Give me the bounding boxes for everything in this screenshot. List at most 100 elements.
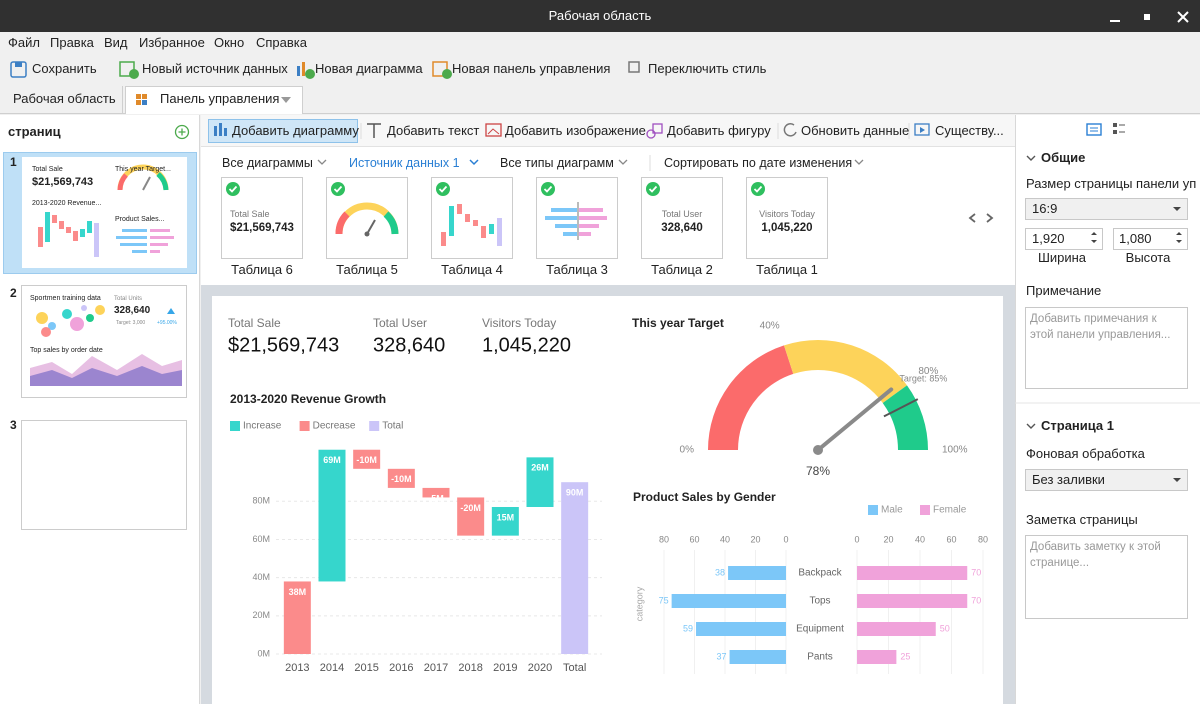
caret[interactable] xyxy=(854,159,864,165)
thumb-text: Target: 3,000 xyxy=(116,320,146,326)
property-text: Страница 1 xyxy=(1041,418,1114,433)
size-select[interactable] xyxy=(1025,198,1188,220)
x-tick-label: 2020 xyxy=(528,662,552,674)
y-tick-label: 60M xyxy=(252,534,270,544)
kpi-value: 1,045,220 xyxy=(482,334,571,356)
bar xyxy=(728,566,786,580)
close[interactable] xyxy=(1177,11,1189,23)
tool-button[interactable]: Добавить фигуру xyxy=(667,123,771,138)
tab-active[interactable] xyxy=(125,86,303,114)
card-label: Таблица 2 xyxy=(651,262,713,277)
category-label: Tops xyxy=(809,596,830,607)
add-chart-button[interactable] xyxy=(208,119,358,143)
style-icon[interactable] xyxy=(628,61,640,73)
y-tick-label: 20M xyxy=(252,610,270,620)
category-label: Equipment xyxy=(796,624,844,635)
menu-item[interactable]: Вид xyxy=(104,35,128,50)
x-tick-label: 80 xyxy=(659,534,669,544)
kpi-title: Total Sale xyxy=(228,316,281,330)
bar xyxy=(729,650,786,664)
card-kpi-value: 1,045,220 xyxy=(761,222,813,234)
x-tick-label: 20 xyxy=(750,534,760,544)
collapse[interactable] xyxy=(1026,423,1036,429)
page-thumb[interactable] xyxy=(21,420,187,530)
y-tick-label: 0M xyxy=(257,648,270,658)
bar xyxy=(857,566,968,580)
x-tick-label: 2015 xyxy=(354,662,378,674)
bar xyxy=(422,487,450,498)
page-note-input[interactable] xyxy=(1025,535,1188,619)
property-text: Ширина xyxy=(1037,250,1087,265)
data-label: 25 xyxy=(900,651,910,661)
check-badges xyxy=(226,182,765,196)
toolbar-button[interactable]: Сохранить xyxy=(32,61,97,76)
window-title: Рабочая область xyxy=(548,8,652,23)
tool-button[interactable]: Добавить текст xyxy=(387,123,480,138)
x-tick-label: 2018 xyxy=(458,662,482,674)
input-arrows xyxy=(1091,207,1182,482)
filter[interactable]: Источник данных 1 xyxy=(349,156,460,170)
tool-button[interactable]: Существу... xyxy=(935,123,1004,138)
caret[interactable] xyxy=(469,159,479,166)
thumb-text: Top sales by order date xyxy=(30,347,103,354)
placeholder: Добавить заметку к этой странице... xyxy=(1030,541,1161,569)
bar xyxy=(318,449,346,582)
caret[interactable] xyxy=(317,159,327,165)
filter[interactable]: Сортировать по дате изменения xyxy=(664,156,853,170)
category-label: Pants xyxy=(807,652,833,663)
width-input[interactable] xyxy=(1025,228,1103,250)
menu-item[interactable]: Правка xyxy=(50,35,94,50)
menu-item[interactable]: Избранное xyxy=(139,35,205,50)
gauge-band xyxy=(882,385,928,450)
kpi-title: Total User xyxy=(373,316,427,330)
property-text: Без заливки xyxy=(1032,472,1105,487)
height-input[interactable] xyxy=(1113,228,1188,250)
property-text: Заметка страницы xyxy=(1026,512,1138,527)
maximize[interactable] xyxy=(1144,14,1150,20)
tool-button[interactable]: Добавить изображение xyxy=(505,123,646,138)
category-label: Backpack xyxy=(798,568,842,579)
tool-button[interactable]: Добавить диаграмму xyxy=(232,123,359,138)
card-label: Таблица 1 xyxy=(756,262,818,277)
menu-item[interactable]: Окно xyxy=(214,35,245,50)
x-tick-label: 60 xyxy=(946,534,956,544)
card-pager[interactable] xyxy=(968,213,994,223)
data-label: 69M xyxy=(323,455,341,465)
needle-hub xyxy=(813,445,823,455)
chart-icon-part xyxy=(302,62,305,76)
axis-title: category xyxy=(634,586,644,621)
collapse[interactable] xyxy=(1026,155,1036,161)
toolbar-button[interactable]: Переключить стиль xyxy=(648,61,767,76)
card-label: Таблица 6 xyxy=(231,262,293,277)
window-controls[interactable] xyxy=(1100,8,1200,26)
thumb-text: 2013-2020 Revenue... xyxy=(32,200,102,207)
tab-dropdown[interactable] xyxy=(281,97,291,103)
menu-item[interactable]: Справка xyxy=(256,35,307,50)
data-label: 15M xyxy=(497,512,515,522)
page-number: 3 xyxy=(10,418,17,432)
toolbar-button[interactable]: Новая панель управления xyxy=(452,61,611,76)
property-text: Примечание xyxy=(1026,283,1102,298)
data-label: 38M xyxy=(289,587,307,597)
toolbar-button[interactable]: Новая диаграмма xyxy=(315,61,423,76)
background-select[interactable] xyxy=(1025,469,1188,491)
legend-label: Total xyxy=(382,421,403,432)
filter[interactable]: Все типы диаграмм xyxy=(500,156,614,170)
tab-icon[interactable] xyxy=(1113,123,1117,127)
chart-icon[interactable] xyxy=(297,66,300,76)
tab-label[interactable]: Рабочая область xyxy=(13,91,116,106)
filter[interactable]: Все диаграммы xyxy=(222,156,313,170)
note-input[interactable] xyxy=(1025,307,1188,389)
menu-item[interactable]: Файл xyxy=(8,35,40,50)
add-page[interactable] xyxy=(174,124,190,140)
tab-label[interactable]: Панель управления xyxy=(160,91,280,106)
data-label: 37 xyxy=(717,651,727,661)
thumb-preview xyxy=(30,305,182,386)
tool-button[interactable]: Обновить данные xyxy=(801,123,910,138)
toolbar-button[interactable]: Новый источник данных xyxy=(142,61,288,76)
property-text: Общие xyxy=(1041,150,1086,165)
tab[interactable] xyxy=(0,86,123,114)
tab-icon[interactable] xyxy=(1086,123,1102,136)
caret[interactable] xyxy=(618,159,628,165)
